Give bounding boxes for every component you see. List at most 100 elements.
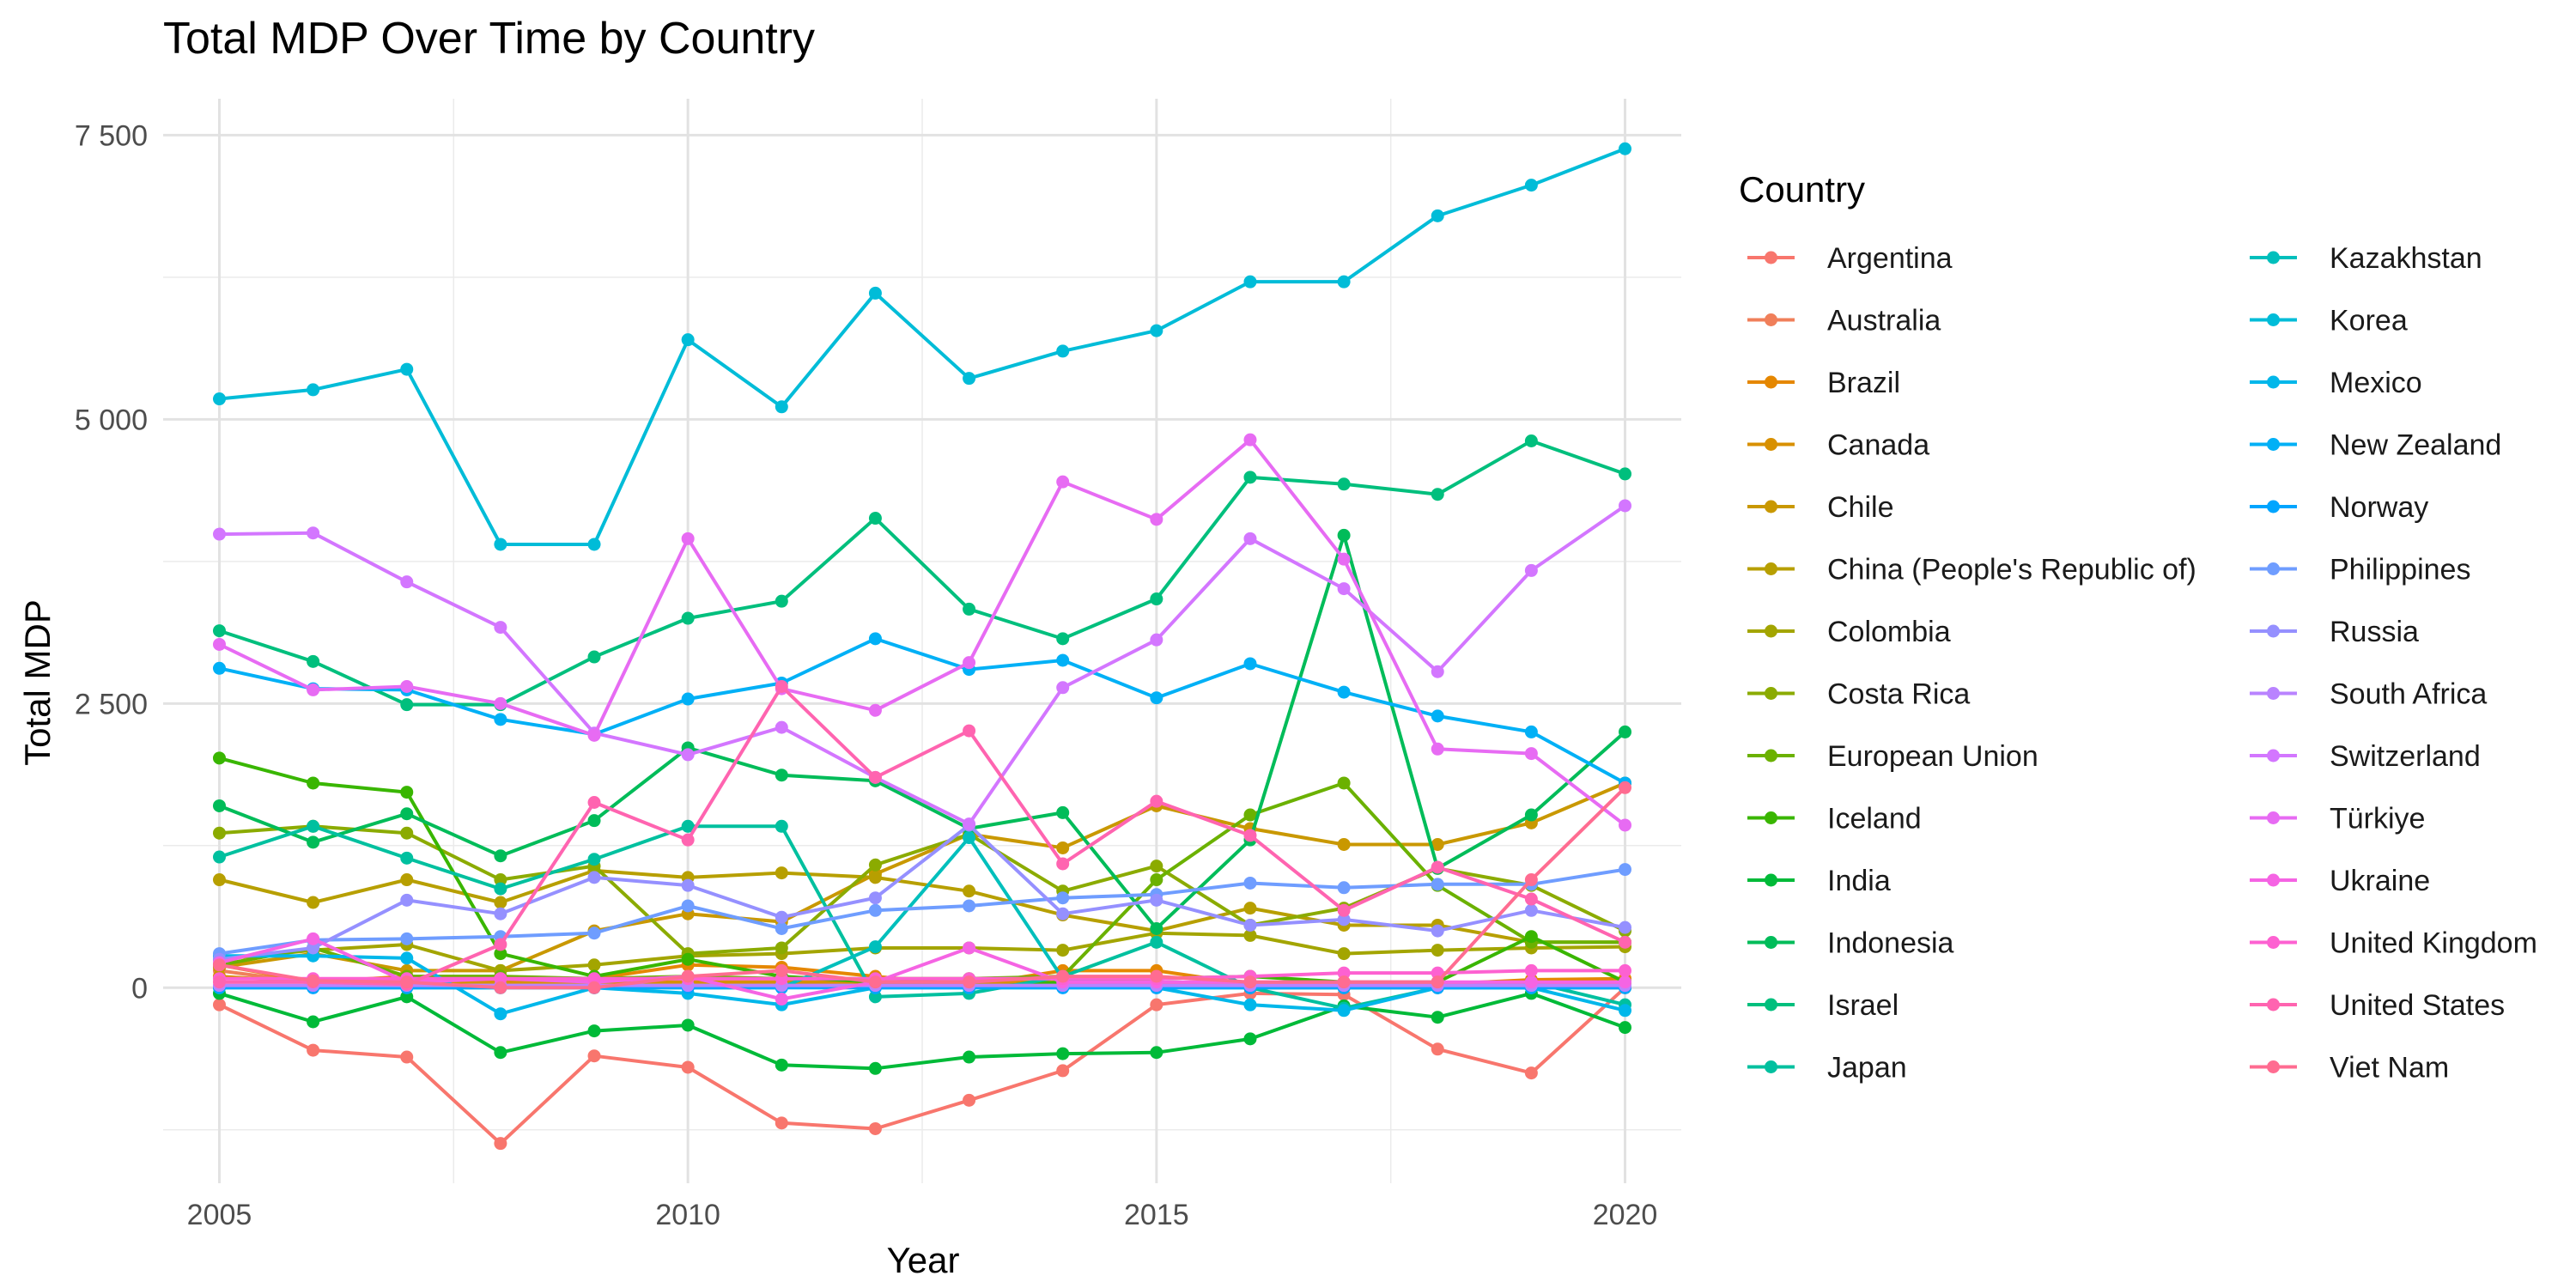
legend-label: Australia [1827, 305, 1941, 337]
series-line [219, 969, 1625, 981]
data-point [963, 975, 976, 989]
data-point [587, 958, 601, 972]
series-line [219, 636, 1626, 785]
legend-label: Norway [2330, 491, 2428, 524]
data-point [212, 392, 226, 406]
data-point [494, 896, 507, 909]
data-point [587, 853, 601, 866]
data-point [963, 724, 976, 738]
data-point [587, 650, 601, 664]
data-point [307, 654, 320, 668]
data-point [494, 882, 507, 896]
data-point [1524, 963, 1538, 977]
data-point [494, 907, 507, 920]
legend-key-point [1765, 500, 1777, 513]
legend-item: Switzerland [2250, 740, 2481, 773]
y-tick-label: 5 000 [75, 404, 148, 436]
series-line [219, 684, 1626, 987]
series-line [218, 438, 1626, 827]
legend-key-point [2267, 375, 2280, 389]
data-point [1431, 1011, 1444, 1024]
legend-item: Australia [1747, 305, 1941, 337]
legend-label: Brazil [1827, 367, 1900, 399]
data-point [775, 1058, 788, 1072]
data-point [1337, 582, 1351, 596]
data-point [1150, 633, 1163, 647]
legend-item: New Zealand [2250, 429, 2501, 462]
data-point [681, 878, 695, 892]
data-point [681, 969, 695, 983]
data-point [1150, 935, 1163, 949]
data-point [307, 941, 320, 955]
y-tick-label: 2 500 [75, 688, 148, 720]
legend-key-point [2267, 749, 2280, 762]
data-point [1243, 975, 1257, 989]
data-point [681, 532, 695, 545]
data-point [681, 748, 695, 762]
data-point [212, 637, 226, 651]
data-point [400, 893, 414, 907]
legend-key-point [2267, 936, 2280, 949]
data-point [963, 831, 976, 845]
series-India [212, 987, 1632, 1075]
legend-label: Israel [1827, 989, 1899, 1022]
data-point [1056, 475, 1070, 489]
series-line [219, 781, 1626, 973]
legend-label: Korea [2330, 305, 2408, 337]
series-line [219, 504, 1626, 826]
legend-label: Türkiye [2330, 803, 2425, 835]
data-point [1243, 928, 1257, 942]
legend-key-point [1765, 687, 1777, 700]
legend-item: United Kingdom [2250, 927, 2537, 960]
legend-key-point [1765, 313, 1777, 326]
legend-item: United States [2250, 989, 2505, 1022]
legend-label: Switzerland [2330, 740, 2481, 773]
data-point [1243, 532, 1257, 545]
series-Argentina [212, 981, 1632, 1151]
data-point [307, 932, 320, 945]
data-point [1150, 998, 1163, 1012]
legend-label: Philippines [2330, 554, 2470, 586]
data-point [1431, 742, 1444, 756]
legend-item: Japan [1747, 1052, 1907, 1084]
series-Viet Nam [212, 781, 1632, 994]
legend-key-point [1765, 624, 1777, 638]
data-point [1056, 857, 1070, 871]
data-point [868, 632, 882, 646]
data-point [1056, 841, 1070, 854]
data-point [1056, 653, 1070, 667]
data-point [212, 958, 226, 972]
data-point [587, 814, 601, 828]
y-tick-label: 0 [131, 972, 148, 1005]
data-point [307, 683, 320, 696]
data-point [212, 799, 226, 812]
data-point [1524, 179, 1538, 192]
legend-item: Indonesia [1747, 927, 1954, 960]
data-point [775, 921, 788, 935]
data-point [1243, 876, 1257, 890]
data-point [212, 975, 226, 989]
data-point [868, 703, 882, 717]
legend-key-point [2267, 1060, 2280, 1073]
data-point [1243, 918, 1257, 932]
data-point [307, 383, 320, 397]
data-point [868, 975, 882, 989]
data-point [1337, 1004, 1351, 1018]
legend-key-point [2267, 313, 2280, 326]
data-point [1150, 794, 1163, 808]
legend-label: Viet Nam [2330, 1052, 2449, 1084]
data-point [1243, 808, 1257, 822]
series-line [218, 533, 1626, 931]
data-point [1243, 1032, 1257, 1046]
legend-label: European Union [1827, 740, 2038, 773]
data-point [775, 963, 788, 977]
data-point [963, 817, 976, 831]
data-point [400, 698, 414, 712]
data-point [400, 786, 414, 799]
legend: Country Argentina Australia Brazil Canada Ch… [1739, 169, 2537, 1084]
series-Switzerland [212, 499, 1632, 831]
data-point [775, 941, 788, 955]
data-point [494, 938, 507, 951]
